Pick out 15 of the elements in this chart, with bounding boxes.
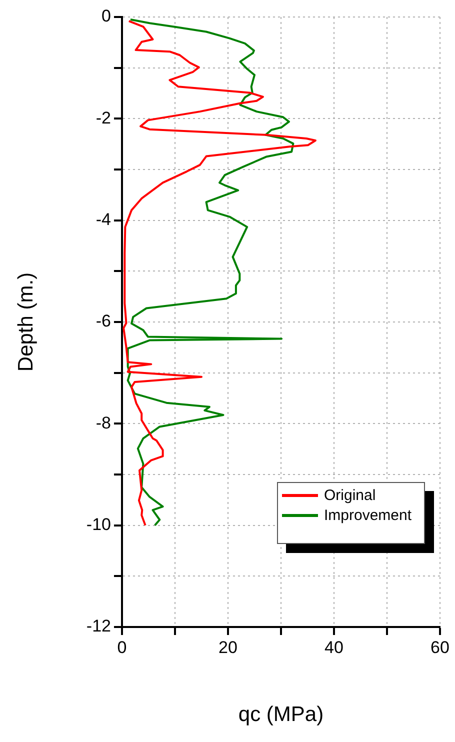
x-tick-label: 0 (117, 638, 127, 657)
y-tick-label: -6 (96, 312, 111, 331)
legend-label: Improvement (324, 506, 412, 524)
legend-label: Original (324, 486, 376, 504)
x-tick-label: 60 (430, 638, 450, 657)
x-axis-title: qc (MPa) (238, 703, 324, 726)
y-tick-label: -10 (86, 515, 111, 534)
y-tick-label: -12 (86, 616, 111, 636)
x-tick-label: 20 (218, 638, 238, 657)
y-axis-title: Depth (m.) (14, 272, 38, 372)
x-tick-label: 40 (324, 638, 344, 657)
y-tick-label: -2 (96, 108, 111, 128)
y-tick-label: 0 (102, 6, 111, 26)
y-tick-label: -4 (96, 210, 111, 230)
y-tick-label: -8 (96, 413, 111, 432)
